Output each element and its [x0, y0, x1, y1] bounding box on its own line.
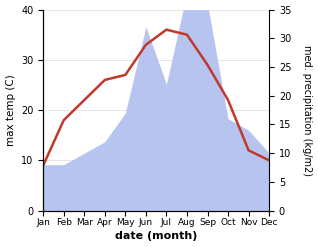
Y-axis label: med. precipitation (kg/m2): med. precipitation (kg/m2): [302, 45, 313, 176]
Y-axis label: max temp (C): max temp (C): [5, 74, 16, 146]
X-axis label: date (month): date (month): [115, 231, 197, 242]
